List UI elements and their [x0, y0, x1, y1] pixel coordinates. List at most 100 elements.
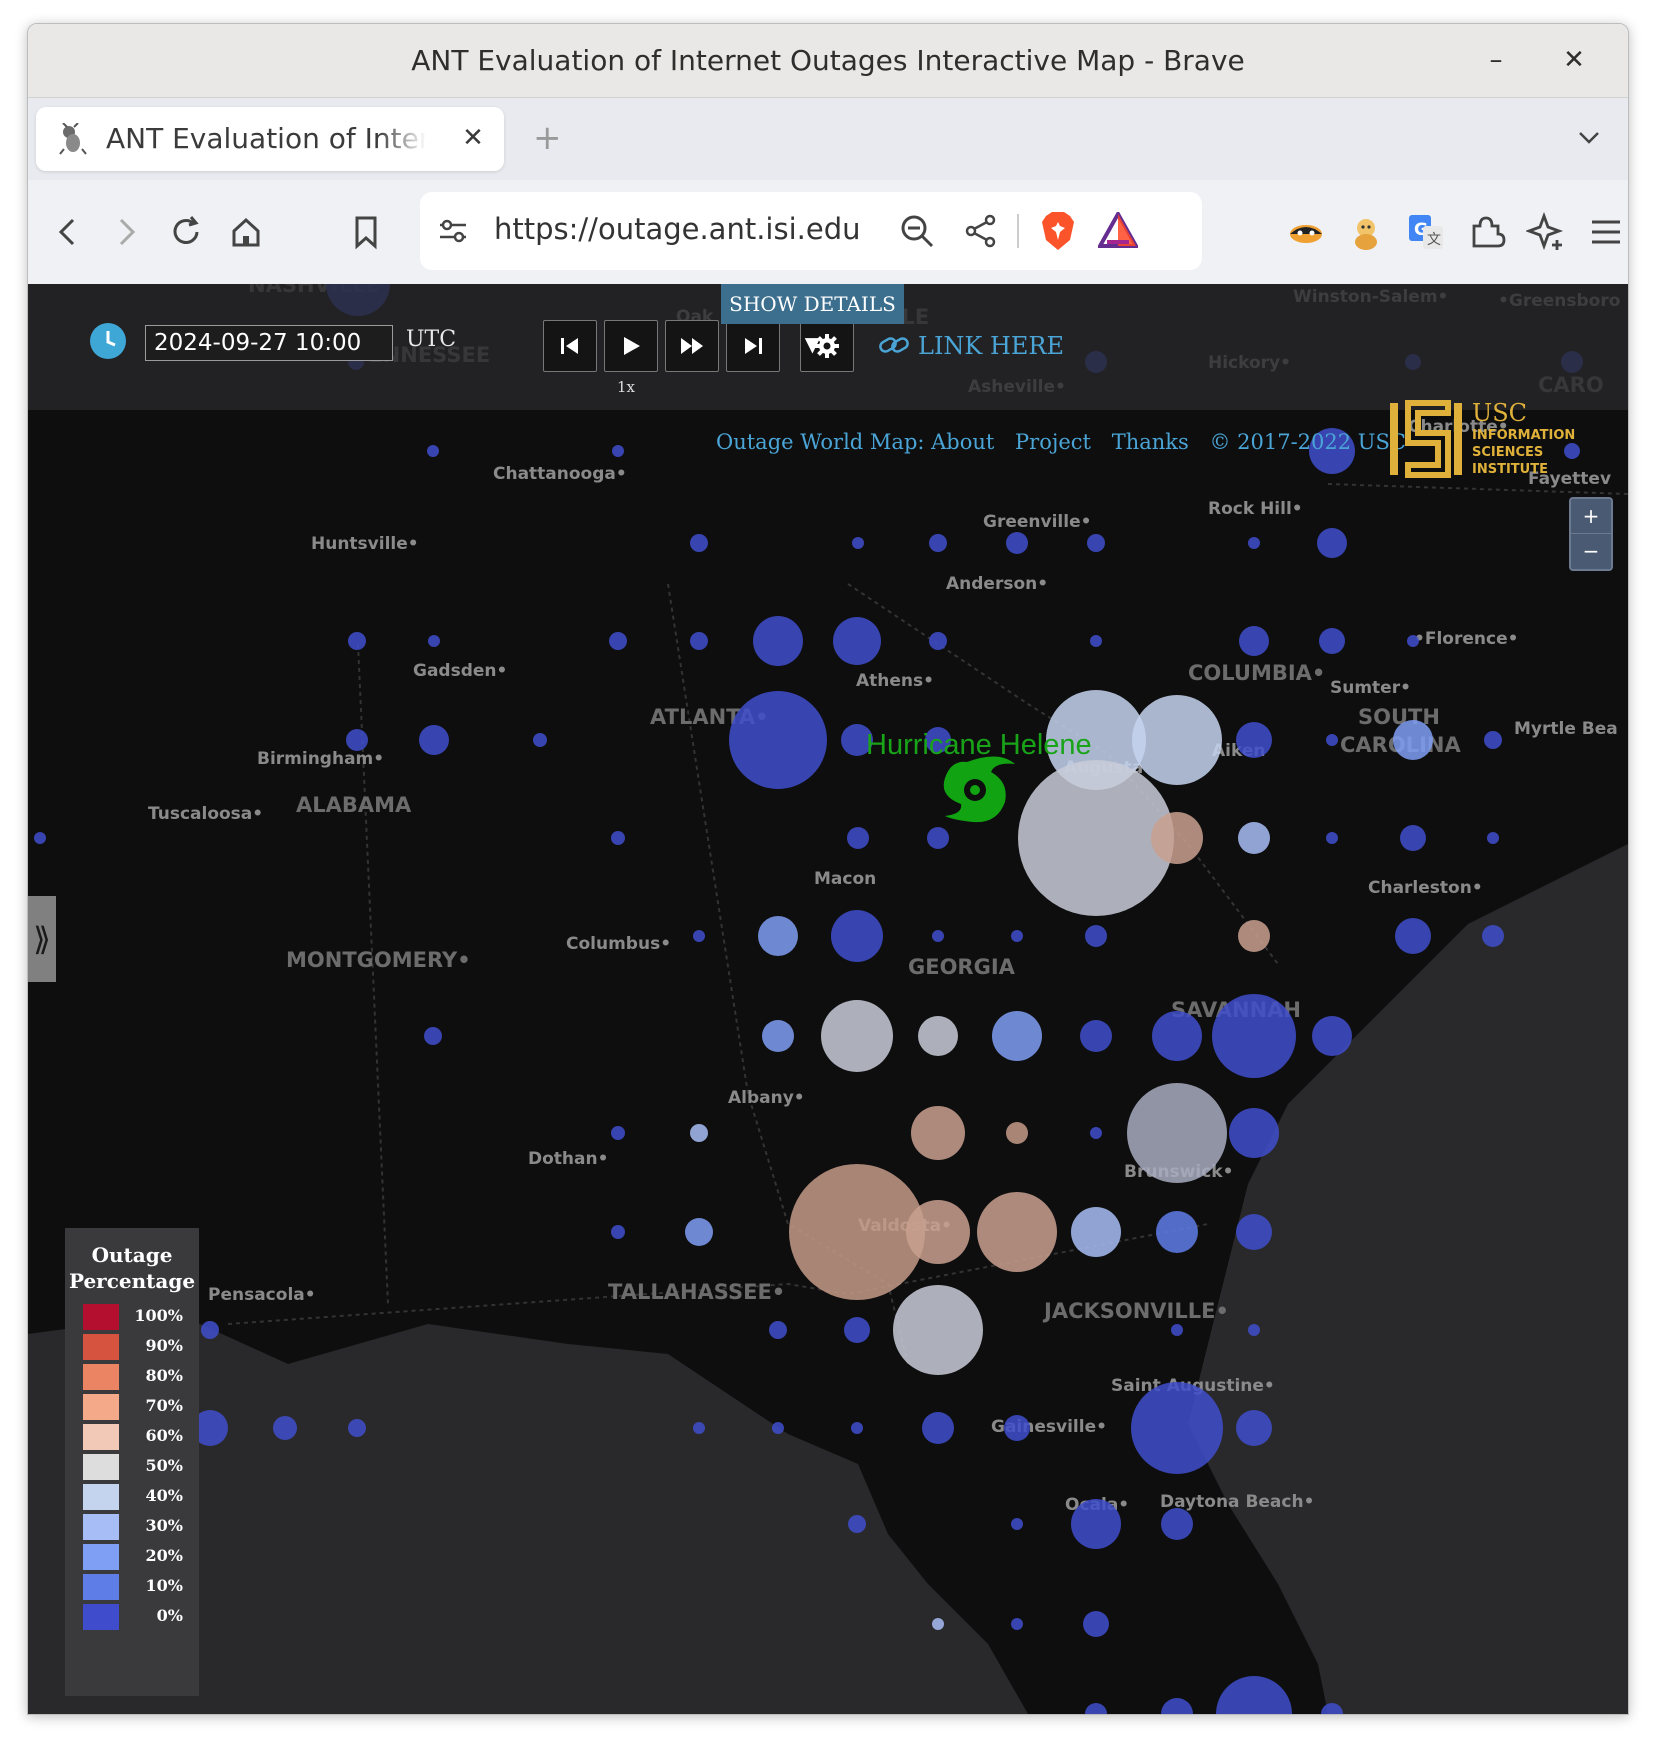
forward-icon[interactable] [106, 212, 146, 252]
outage-marker[interactable] [1011, 1618, 1023, 1630]
outage-marker[interactable] [1400, 825, 1426, 851]
outage-marker[interactable] [693, 930, 705, 942]
tab-list-chevron-icon[interactable] [1572, 120, 1606, 154]
outage-marker[interactable] [929, 632, 947, 650]
outage-marker[interactable] [1018, 760, 1174, 916]
outage-markers-layer[interactable] [34, 284, 1583, 1714]
outage-marker[interactable] [925, 727, 951, 753]
outage-marker[interactable] [1239, 626, 1269, 656]
outage-marker[interactable] [1006, 532, 1028, 554]
project-link[interactable]: Project [1015, 430, 1091, 454]
brave-rewards-icon[interactable] [1098, 212, 1138, 248]
menu-icon[interactable] [1586, 212, 1626, 252]
tab-active[interactable]: ANT Evaluation of Internet Outages Inter… [36, 107, 504, 171]
outage-marker[interactable] [690, 534, 708, 552]
outage-marker[interactable] [848, 1515, 866, 1533]
url-text[interactable]: https://outage.ant.isi.edu [494, 212, 861, 246]
outage-marker[interactable] [1004, 1415, 1030, 1441]
outage-marker[interactable] [612, 445, 624, 457]
outage-marker[interactable] [1006, 1122, 1028, 1144]
outage-marker[interactable] [1071, 1207, 1121, 1257]
play-button[interactable] [604, 320, 658, 372]
outage-marker[interactable] [841, 724, 873, 756]
outage-marker[interactable] [690, 632, 708, 650]
outage-marker[interactable] [346, 729, 368, 751]
outage-marker[interactable] [1393, 720, 1433, 760]
outage-marker[interactable] [929, 534, 947, 552]
outage-marker[interactable] [758, 916, 798, 956]
outage-marker[interactable] [1326, 734, 1338, 746]
outage-marker[interactable] [348, 1419, 366, 1437]
outage-marker[interactable] [851, 1422, 863, 1434]
thanks-link[interactable]: Thanks [1111, 430, 1189, 454]
outage-marker[interactable] [611, 831, 625, 845]
outage-marker[interactable] [852, 537, 864, 549]
outage-marker[interactable] [1127, 1083, 1227, 1183]
outage-marker[interactable] [427, 445, 439, 457]
zoom-in-button[interactable]: + [1571, 499, 1611, 534]
outage-marker[interactable] [1071, 1499, 1121, 1549]
extension-badger-icon[interactable] [1286, 212, 1326, 252]
skip-to-end-button[interactable] [726, 320, 780, 372]
outage-marker[interactable] [419, 725, 449, 755]
outage-marker[interactable] [1011, 930, 1023, 942]
outage-marker[interactable] [1090, 1127, 1102, 1139]
outage-marker[interactable] [1229, 1108, 1279, 1158]
close-window-button[interactable]: ✕ [1563, 45, 1585, 75]
reload-icon[interactable] [166, 212, 206, 252]
outage-marker[interactable] [918, 1016, 958, 1056]
outage-marker[interactable] [906, 1200, 970, 1264]
outage-marker[interactable] [1083, 1611, 1109, 1637]
address-bar[interactable]: https://outage.ant.isi.edu [420, 192, 1202, 270]
outage-marker[interactable] [1161, 1508, 1193, 1540]
outage-marker[interactable] [847, 827, 869, 849]
skip-to-start-button[interactable] [543, 320, 597, 372]
settings-button[interactable] [800, 320, 854, 372]
outage-marker[interactable] [911, 1106, 965, 1160]
outage-marker[interactable] [922, 1412, 954, 1444]
outage-marker[interactable] [927, 827, 949, 849]
datetime-input[interactable]: 2024-09-27 10:00 [145, 325, 393, 361]
show-details-button[interactable]: SHOW DETAILS ▼ [721, 284, 904, 356]
outage-marker[interactable] [1085, 925, 1107, 947]
bookmark-icon[interactable] [346, 212, 386, 252]
link-here-button[interactable]: LINK HERE [918, 332, 1065, 360]
outage-marker[interactable] [1236, 722, 1272, 758]
outage-marker[interactable] [693, 1422, 705, 1434]
outage-map[interactable]: Winston-Salem• •Greensboro Hickory• Ashe… [28, 284, 1628, 1714]
zoom-out-icon[interactable] [898, 212, 936, 250]
minimize-button[interactable]: – [1489, 45, 1503, 75]
outage-marker[interactable] [1212, 994, 1296, 1078]
outage-marker[interactable] [789, 1164, 925, 1300]
outage-marker[interactable] [1011, 1518, 1023, 1530]
back-icon[interactable] [48, 212, 88, 252]
outage-marker[interactable] [1564, 443, 1580, 459]
outage-marker[interactable] [821, 1000, 893, 1072]
outage-marker[interactable] [992, 1011, 1042, 1061]
outage-marker[interactable] [1319, 628, 1345, 654]
outage-marker[interactable] [1407, 635, 1419, 647]
about-link[interactable]: Outage World Map: About [716, 430, 995, 454]
outage-marker[interactable] [428, 635, 440, 647]
outage-marker[interactable] [1482, 925, 1504, 947]
tab-close-button[interactable]: ✕ [462, 123, 484, 153]
outage-marker[interactable] [1312, 1016, 1352, 1056]
basemap[interactable]: Winston-Salem• •Greensboro Hickory• Ashe… [28, 284, 1628, 1714]
outage-marker[interactable] [1395, 918, 1431, 954]
share-icon[interactable] [962, 212, 1000, 250]
outage-marker[interactable] [1085, 1703, 1107, 1714]
outage-marker[interactable] [769, 1321, 787, 1339]
outage-marker[interactable] [192, 1410, 228, 1446]
outage-marker[interactable] [831, 910, 883, 962]
outage-marker[interactable] [729, 691, 827, 789]
outage-marker[interactable] [34, 832, 46, 844]
zoom-out-button[interactable]: − [1582, 539, 1600, 563]
leo-ai-icon[interactable] [1526, 212, 1566, 252]
outage-marker[interactable] [273, 1416, 297, 1440]
outage-marker[interactable] [1236, 1410, 1272, 1446]
outage-marker[interactable] [1238, 920, 1270, 952]
outage-marker[interactable] [1151, 812, 1203, 864]
outage-marker[interactable] [1171, 1324, 1183, 1336]
site-settings-icon[interactable] [436, 214, 470, 248]
extensions-icon[interactable] [1466, 212, 1506, 252]
